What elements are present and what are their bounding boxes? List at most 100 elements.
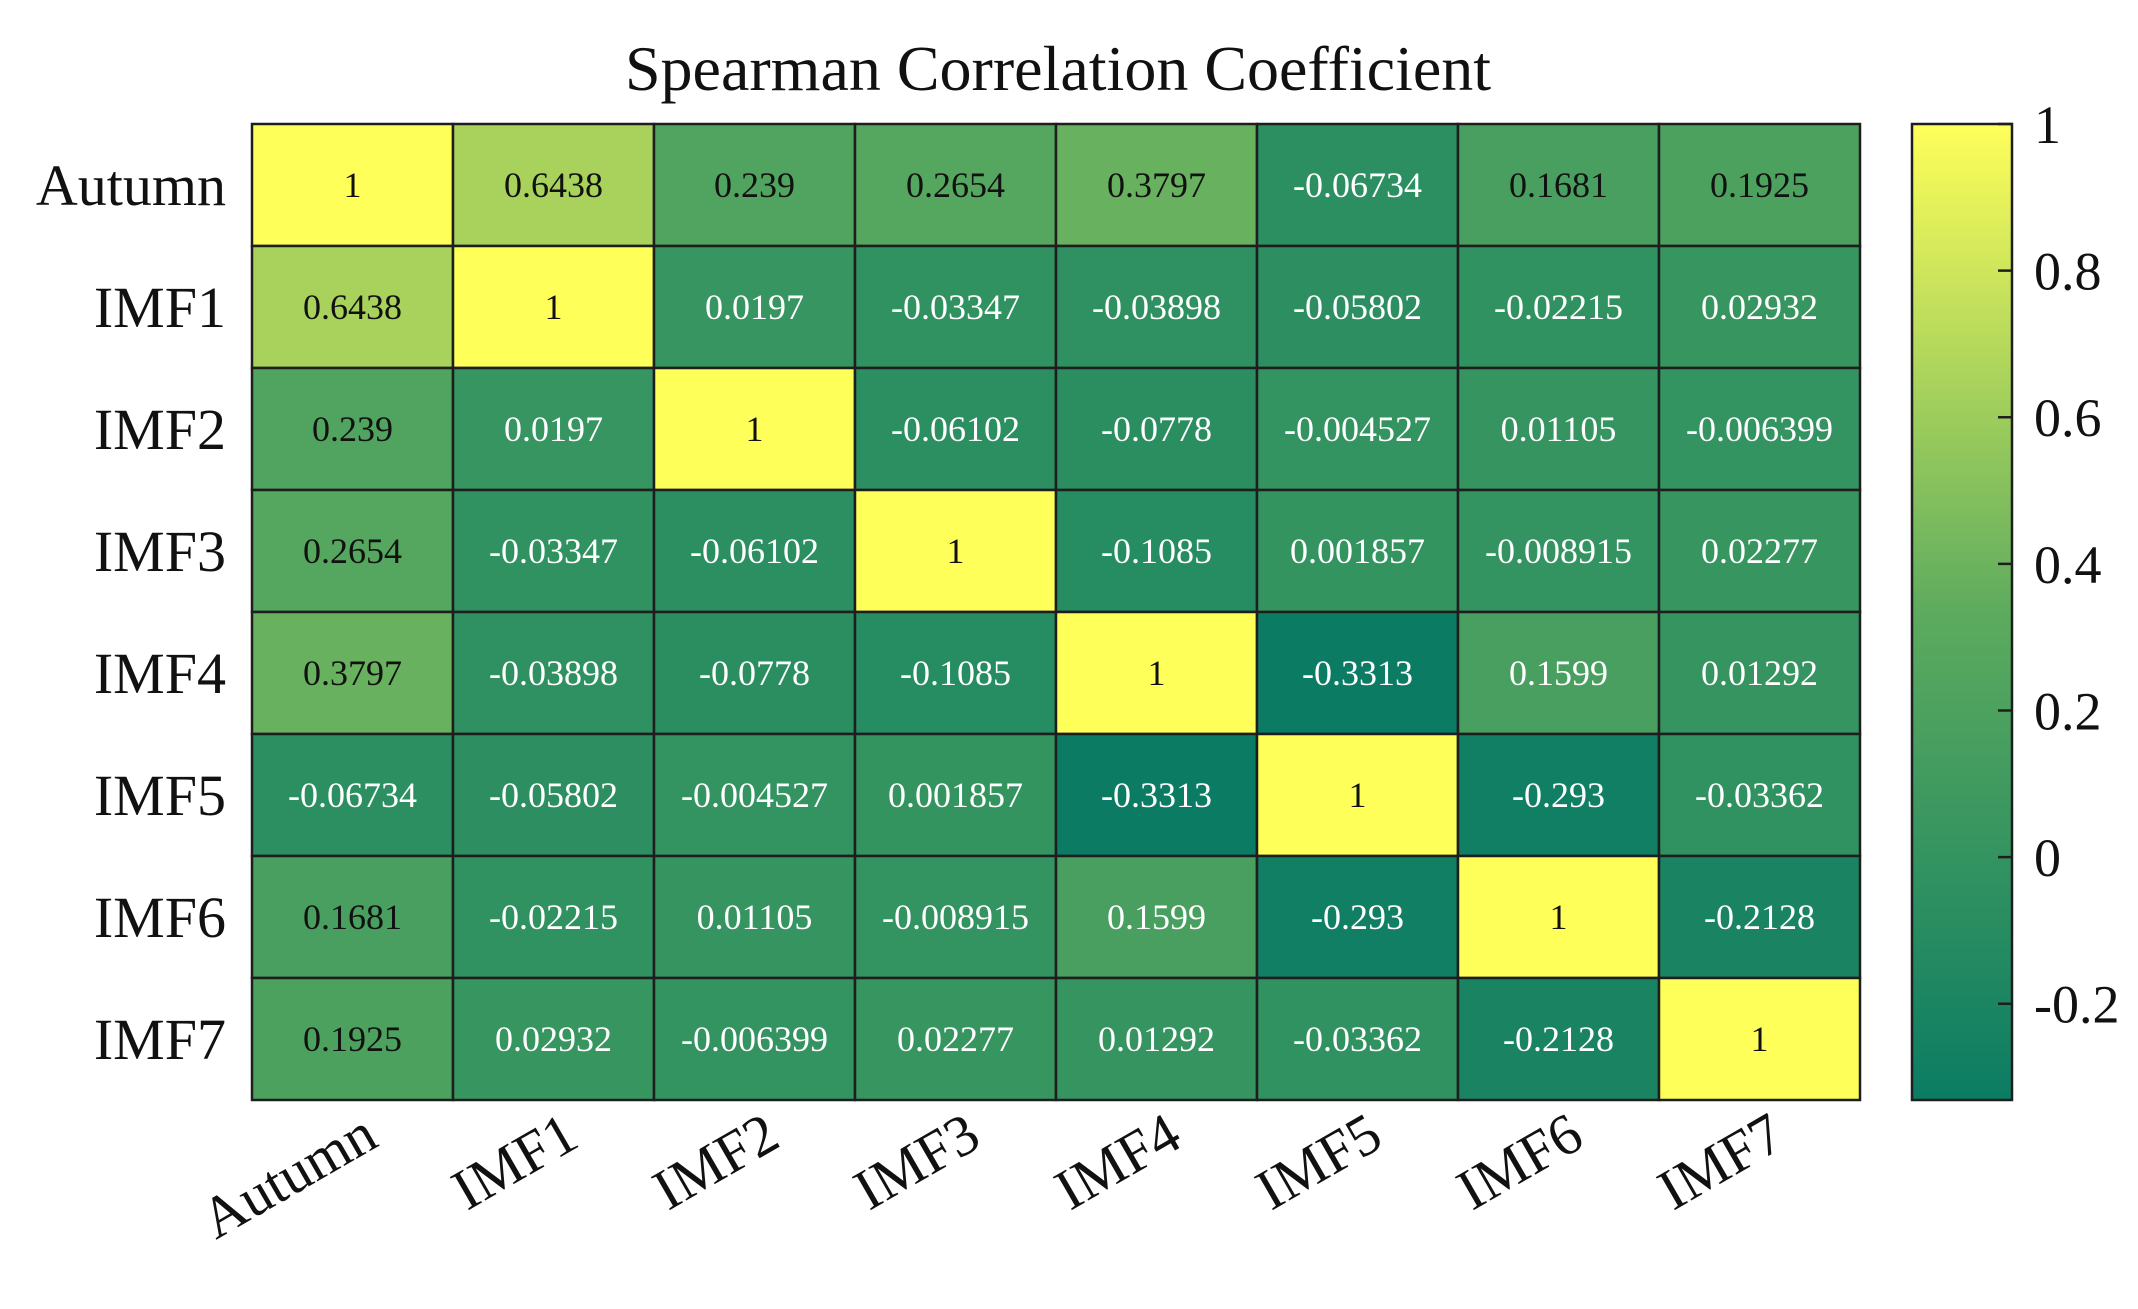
cell-value-label: -0.05802 <box>1293 287 1422 327</box>
cell-value-label: -0.05802 <box>489 775 618 815</box>
heatmap-cell <box>250 976 455 1102</box>
cell-value-label: -0.03898 <box>1092 287 1221 327</box>
column-labels: Autumn IMF1 IMF2 IMF3 IMF4 IMF5 IMF6 IMF7 <box>190 1100 1794 1251</box>
heatmap-cell <box>1255 976 1460 1102</box>
cell-value-label: -0.06734 <box>288 775 417 815</box>
heatmap-cell <box>652 488 857 614</box>
cell-value-label: 0.01292 <box>1098 1019 1215 1059</box>
cell-value-label: 0.001857 <box>888 775 1023 815</box>
cell-value-label: 0.1599 <box>1509 653 1608 693</box>
colorbar-tick-label: 1 <box>2034 95 2061 155</box>
cell-value-label: -0.3313 <box>1302 653 1413 693</box>
heatmap-cell <box>1054 610 1259 736</box>
colorbar-tick-label: -0.2 <box>2034 975 2119 1035</box>
row-label: IMF6 <box>94 885 226 950</box>
colorbar-tick-label: 0 <box>2034 828 2061 888</box>
cell-value-label: 1 <box>1751 1019 1769 1059</box>
colorbar-tick-label: 0.6 <box>2034 388 2102 448</box>
cell-value-label: -0.02215 <box>489 897 618 937</box>
cell-value-label: -0.008915 <box>882 897 1029 937</box>
cell-value-label: 1 <box>1349 775 1367 815</box>
row-labels: Autumn IMF1 IMF2 IMF3 IMF4 IMF5 IMF6 IMF7 <box>36 153 226 1072</box>
column-label: IMF7 <box>1647 1100 1794 1222</box>
column-label: IMF6 <box>1446 1100 1593 1222</box>
cell-value-label: 0.02932 <box>495 1019 612 1059</box>
column-label: IMF2 <box>642 1100 789 1222</box>
heatmap-cell <box>250 488 455 614</box>
row-label: IMF1 <box>94 275 226 340</box>
heatmap-cell <box>1255 732 1460 858</box>
heatmap-cell <box>1657 976 1862 1102</box>
cell-value-label: 0.6438 <box>303 287 402 327</box>
cell-value-label: -0.06734 <box>1293 165 1422 205</box>
row-label: IMF2 <box>94 397 226 462</box>
heatmap-cell <box>1456 610 1661 736</box>
cell-value-label: 0.3797 <box>1107 165 1206 205</box>
cell-value-label: -0.06102 <box>891 409 1020 449</box>
heatmap-cell <box>451 854 656 980</box>
cell-value-label: -0.03898 <box>489 653 618 693</box>
heatmap-cell <box>451 976 656 1102</box>
heatmap-cell <box>853 976 1058 1102</box>
cell-value-label: 0.1681 <box>303 897 402 937</box>
heatmap-cell <box>1456 488 1661 614</box>
heatmap-cell <box>1255 366 1460 492</box>
colorbar-scale <box>1910 122 2014 1102</box>
row-label: IMF5 <box>94 763 226 828</box>
cell-value-label: 0.01292 <box>1701 653 1818 693</box>
cell-value-label: 0.1599 <box>1107 897 1206 937</box>
cell-value-label: 0.02277 <box>1701 531 1818 571</box>
heatmap-cell <box>1054 854 1259 980</box>
cell-value-label: -0.006399 <box>1686 409 1833 449</box>
heatmap-cell <box>652 366 857 492</box>
cell-value-label: -0.1085 <box>1101 531 1212 571</box>
heatmap-cell <box>1657 366 1862 492</box>
heatmap-cell <box>1054 976 1259 1102</box>
cell-value-label: 0.2654 <box>303 531 402 571</box>
colorbar-tick-label: 0.8 <box>2034 242 2102 302</box>
heatmap-cell <box>1657 732 1862 858</box>
cell-value-label: 1 <box>344 165 362 205</box>
column-label: IMF4 <box>1044 1100 1191 1222</box>
colorbar: -0.2 0 0.2 0.4 0.6 0.8 1 <box>1910 95 2119 1102</box>
cell-value-label: -0.1085 <box>900 653 1011 693</box>
cell-value-label: -0.03362 <box>1695 775 1824 815</box>
heatmap-cell <box>451 244 656 370</box>
cell-value-label: 0.1681 <box>1509 165 1608 205</box>
column-label: Autumn <box>190 1100 387 1251</box>
heatmap-cell <box>853 244 1058 370</box>
cell-value-label: -0.2128 <box>1704 897 1815 937</box>
cell-value-label: -0.06102 <box>690 531 819 571</box>
cell-value-label: 0.2654 <box>906 165 1005 205</box>
heatmap-cell <box>451 122 656 248</box>
row-label: IMF7 <box>94 1007 226 1072</box>
cell-value-label: -0.008915 <box>1485 531 1632 571</box>
row-label: IMF4 <box>94 641 226 706</box>
cell-value-label: -0.0778 <box>699 653 810 693</box>
heatmap-cell <box>853 366 1058 492</box>
colorbar-tick-label: 0.2 <box>2034 681 2102 741</box>
cell-value-label: 0.1925 <box>303 1019 402 1059</box>
heatmap-cell <box>1255 244 1460 370</box>
heatmap-cell <box>853 610 1058 736</box>
heatmap-cell <box>652 732 857 858</box>
cell-value-label: 0.02277 <box>897 1019 1014 1059</box>
column-label: IMF5 <box>1245 1100 1392 1222</box>
cell-value-label: 1 <box>746 409 764 449</box>
chart-title: Spearman Correlation Coefficient <box>625 33 1491 104</box>
heatmap-cell <box>250 854 455 980</box>
column-label: IMF3 <box>843 1100 990 1222</box>
column-label: IMF1 <box>441 1100 588 1222</box>
heatmap-cell <box>1054 732 1259 858</box>
cell-value-label: -0.02215 <box>1494 287 1623 327</box>
cell-value-label: 0.01105 <box>1501 409 1617 449</box>
cell-value-label: -0.0778 <box>1101 409 1212 449</box>
heatmap-cell <box>250 122 455 248</box>
cell-value-label: -0.03362 <box>1293 1019 1422 1059</box>
heatmap-cell <box>1456 854 1661 980</box>
heatmap-cell <box>652 854 857 980</box>
cell-value-label: -0.004527 <box>1284 409 1431 449</box>
cell-value-label: 0.0197 <box>705 287 804 327</box>
cell-value-label: 0.1925 <box>1710 165 1809 205</box>
heatmap-cell <box>1255 854 1460 980</box>
